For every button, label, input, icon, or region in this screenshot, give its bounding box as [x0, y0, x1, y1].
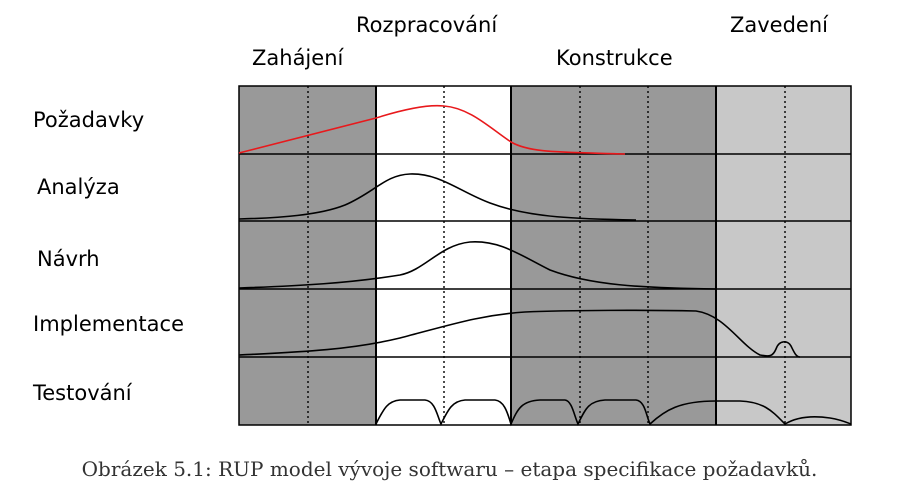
discipline-label-implementace: Implementace	[33, 312, 184, 336]
discipline-label-analyza: Analýza	[37, 175, 120, 199]
discipline-label-navrh: Návrh	[37, 247, 100, 271]
discipline-label-testovani: Testování	[33, 381, 132, 405]
phase-label-zavedeni: Zavedení	[730, 13, 828, 37]
curve-pozadavky	[238, 104, 626, 155]
phase-column-konstrukce	[511, 86, 716, 425]
phase-label-konstrukce: Konstrukce	[556, 46, 673, 70]
curve-testovani	[375, 399, 852, 427]
row-separators	[239, 153, 851, 358]
curve-navrh	[238, 241, 717, 290]
curve-analyza	[238, 173, 637, 221]
grid-frame	[238, 85, 852, 426]
curve-implementace	[238, 309, 801, 358]
iteration-lines	[307, 86, 786, 425]
figure-caption: Obrázek 5.1: RUP model vývoje softwaru –…	[81, 457, 818, 481]
discipline-label-pozadavky: Požadavky	[33, 108, 145, 132]
phase-column-zavedeni	[716, 86, 851, 425]
phase-label-zahajeni: Zahájení	[252, 46, 344, 70]
phase-label-rozpracovani: Rozpracování	[356, 13, 498, 37]
